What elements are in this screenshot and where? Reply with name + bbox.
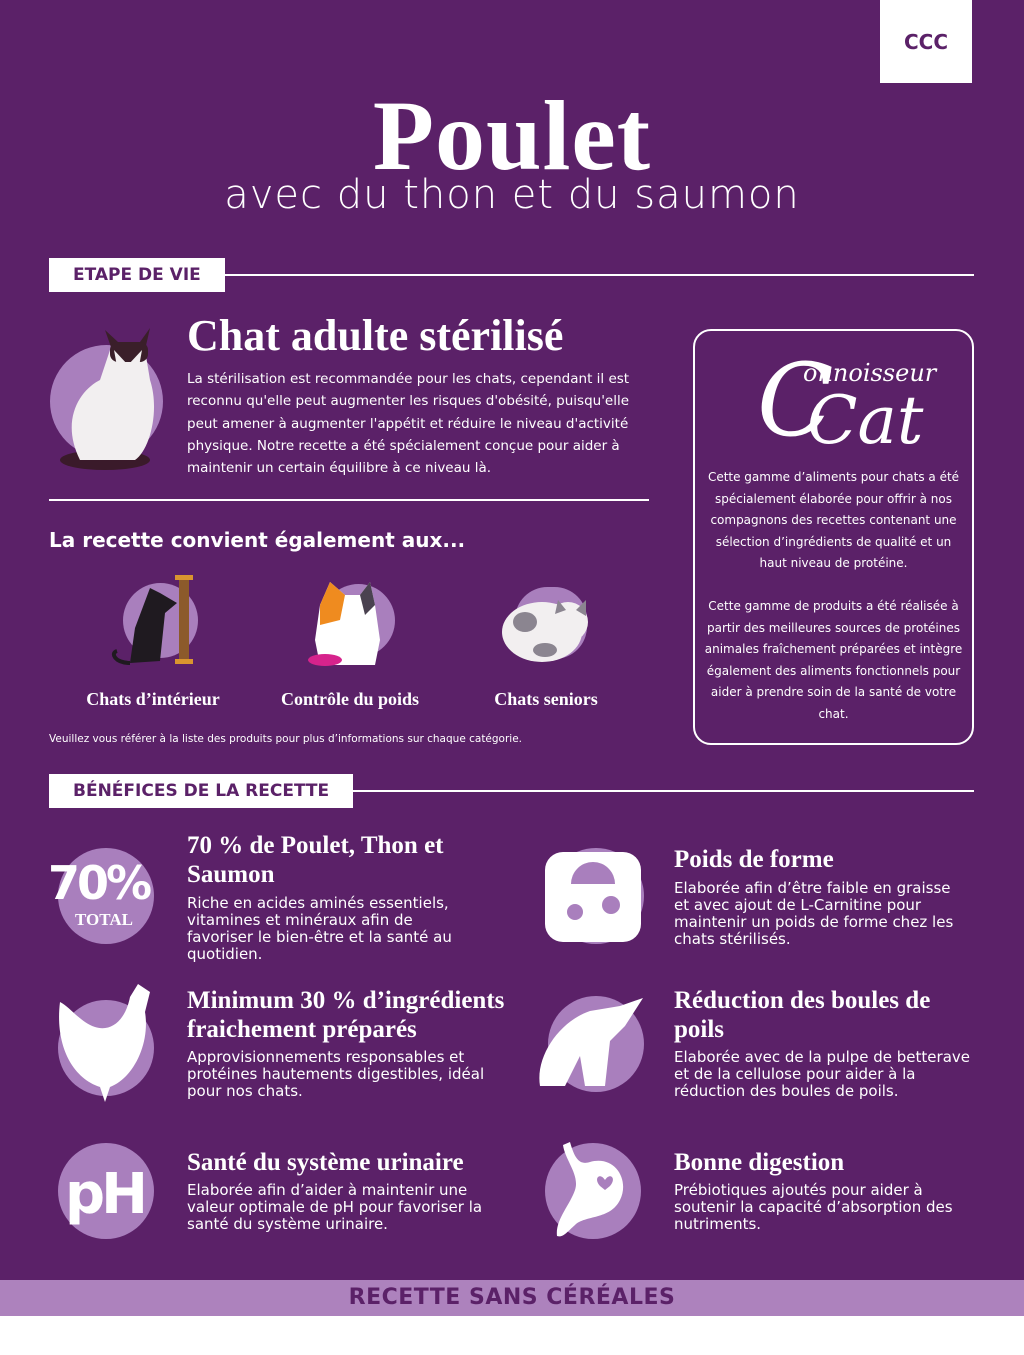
percent-caption: TOTAL bbox=[75, 910, 133, 929]
ph-glyph: pH bbox=[65, 1162, 148, 1227]
benefit-text: Elaborée avec de la pulpe de betterave e… bbox=[674, 1048, 970, 1100]
divider bbox=[336, 790, 974, 792]
benefit-text: Approvisionnements responsables et proté… bbox=[187, 1048, 485, 1100]
brand-info-box: C onnoisseur Cat Cette gamme d’aliments … bbox=[693, 329, 974, 745]
benefits-label: BÉNÉFICES DE LA RECETTE bbox=[49, 774, 354, 808]
divider bbox=[49, 499, 649, 501]
product-sheet: CCC Poulet avec du thon et du saumon ETA… bbox=[0, 0, 1024, 1316]
benefit-text: Prébiotiques ajoutés pour aider à souten… bbox=[674, 1181, 953, 1233]
benefit-title: Poids de forme bbox=[674, 846, 834, 873]
category-label: Chats d’intérieur bbox=[86, 689, 220, 709]
page-subtitle: avec du thon et du saumon bbox=[224, 172, 800, 218]
seventy-percent-icon bbox=[58, 848, 154, 944]
benefit-text: Elaborée afin d’aider à maintenir une va… bbox=[187, 1181, 483, 1233]
ccc-badge: CCC bbox=[880, 0, 972, 83]
category-label: Chats seniors bbox=[494, 689, 598, 709]
brand-paragraph: Cette gamme de produits a été réalisée à… bbox=[704, 599, 963, 721]
benefit-title: Réduction des boules de poils bbox=[674, 987, 931, 1043]
benefit-title: Bonne digestion bbox=[674, 1149, 845, 1176]
also-suitable-heading: La recette convient également aux... bbox=[49, 528, 466, 552]
benefit-title: 70 % de Poulet, Thon et Saumon bbox=[187, 832, 444, 888]
ph-icon bbox=[58, 1143, 154, 1239]
benefit-text: Riche en acides aminés essentiels, vitam… bbox=[187, 894, 452, 963]
percent-value: 70% bbox=[48, 856, 152, 910]
benefit-text: Elaborée afin d’être faible en graisse e… bbox=[674, 879, 954, 948]
benefit-title: Minimum 30 % d’ingrédients fraichement p… bbox=[187, 987, 505, 1043]
category-label: Contrôle du poids bbox=[280, 689, 420, 709]
category-note: Veuillez vous référer à la liste des pro… bbox=[49, 733, 523, 745]
page-title: Poulet bbox=[372, 80, 652, 191]
grain-free-band: RECETTE SANS CÉRÉALES bbox=[0, 1280, 1024, 1316]
life-stage-label: ETAPE DE VIE bbox=[49, 258, 225, 292]
benefit-title: Santé du système urinaire bbox=[187, 1149, 464, 1176]
life-stage-heading: Chat adulte stérilisé bbox=[187, 311, 564, 360]
divider bbox=[216, 274, 974, 276]
brand-paragraph: Cette gamme d’aliments pour chats a été … bbox=[707, 470, 960, 570]
life-stage-text: La stérilisation est recommandée pour le… bbox=[187, 371, 630, 477]
